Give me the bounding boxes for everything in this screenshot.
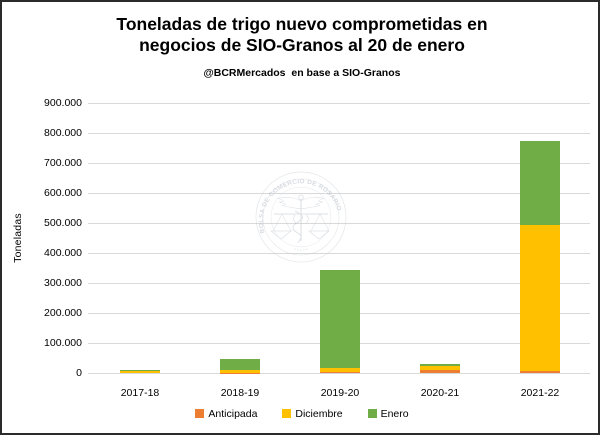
svg-text:* * * * *: * * * * * (293, 247, 309, 253)
